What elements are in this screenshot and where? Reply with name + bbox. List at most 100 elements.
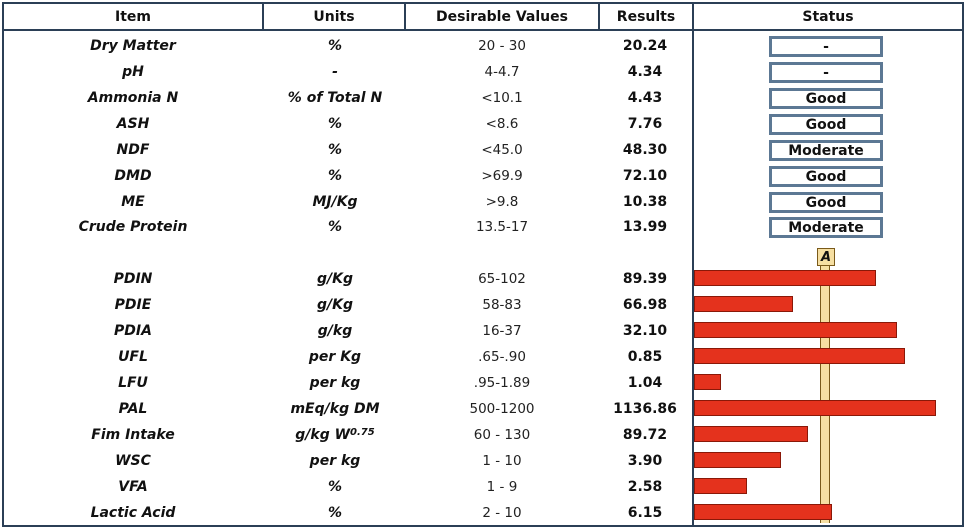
- result-bar: [694, 348, 905, 364]
- item-name: PDIE: [114, 297, 152, 313]
- item-name: DMD: [114, 168, 152, 184]
- desirable-value: .65-.90: [478, 349, 526, 365]
- status-badge: Good: [769, 192, 883, 213]
- item-name: Dry Matter: [90, 38, 176, 54]
- desirable-value: >69.9: [481, 168, 523, 184]
- status-badge: Good: [769, 166, 883, 187]
- units-text: g/kg: [317, 323, 353, 339]
- desirable-value: 60 - 130: [473, 427, 531, 443]
- units-value: %: [264, 500, 406, 526]
- item-name: LFU: [118, 375, 148, 391]
- result-value: 3.90: [627, 453, 663, 469]
- result-value: 6.15: [627, 505, 663, 521]
- result-value: 72.10: [622, 168, 668, 184]
- table-row: Ammonia N % of Total N <10.1 4.43: [0, 85, 692, 111]
- result-bar: [694, 426, 808, 442]
- result-value: 4.43: [627, 90, 663, 106]
- item-name: WSC: [115, 453, 151, 469]
- status-badge: Good: [769, 88, 883, 109]
- result-value: 7.76: [627, 116, 663, 132]
- item-name: ASH: [116, 116, 150, 132]
- desirable-value: 1 - 9: [486, 479, 518, 495]
- result-value: 66.98: [622, 297, 668, 313]
- header-status: Status: [692, 2, 964, 31]
- result-bar: [694, 452, 781, 468]
- item-name: Lactic Acid: [90, 505, 176, 521]
- header-item: Item: [2, 2, 264, 31]
- table-row: Dry Matter% 20 - 30 20.24: [0, 33, 692, 59]
- header-units: Units: [262, 2, 406, 31]
- status-badge: Good: [769, 114, 883, 135]
- desirable-value: <45.0: [481, 142, 523, 158]
- table-row: pH - 4-4.7 4.34: [0, 59, 692, 85]
- units-exponent: 0.75: [350, 426, 375, 438]
- result-value: 10.38: [622, 194, 668, 210]
- table-row: Fim Intake g/kg W 0.75 60 - 130 89.72: [0, 422, 692, 448]
- units-text: per Kg: [308, 349, 362, 365]
- result-bar: [694, 270, 876, 286]
- result-value: 13.99: [622, 219, 668, 235]
- units-text: per kg: [309, 453, 361, 469]
- units-value: %: [264, 474, 406, 500]
- units-value: per kg: [264, 448, 406, 474]
- table-row: VFA% 1 - 9 2.58: [0, 474, 692, 500]
- units-value: -: [332, 64, 338, 80]
- result-value: 48.30: [622, 142, 668, 158]
- desirable-value: >9.8: [485, 194, 519, 210]
- table-row: ME MJ/Kg >9.8 10.38: [0, 189, 692, 215]
- table-row: PDIN g/Kg 65-102 89.39: [0, 266, 692, 292]
- desirable-value: 500-1200: [469, 401, 535, 417]
- desirable-value: <8.6: [485, 116, 519, 132]
- result-value: 1.04: [627, 375, 663, 391]
- desirable-value: 1 - 10: [482, 453, 522, 469]
- status-badge: -: [769, 36, 883, 57]
- units-value: %: [327, 142, 343, 158]
- units-text: %: [327, 479, 343, 495]
- units-value: %: [327, 116, 343, 132]
- units-value: %: [327, 38, 343, 54]
- table-row: Lactic Acid% 2 - 10 6.15: [0, 500, 692, 526]
- status-badge: Moderate: [769, 217, 883, 238]
- units-text: per kg: [309, 375, 361, 391]
- units-value: g/Kg: [264, 266, 406, 292]
- item-name: Crude Protein: [78, 219, 188, 235]
- desirable-value: 20 - 30: [478, 38, 526, 54]
- units-value: g/Kg: [264, 292, 406, 318]
- desirable-value: 58-83: [482, 297, 522, 313]
- desirable-value: 13.5-17: [475, 219, 529, 235]
- result-value: 89.72: [622, 427, 668, 443]
- result-value: 89.39: [622, 271, 668, 287]
- header-results: Results: [598, 2, 694, 31]
- result-value: 4.34: [627, 64, 663, 80]
- desirable-value: 4-4.7: [484, 64, 520, 80]
- table-body-frame: [2, 31, 694, 527]
- result-value: 1136.86: [613, 401, 677, 417]
- table-row: UFL per Kg .65-.90 0.85: [0, 344, 692, 370]
- result-value: 2.58: [627, 479, 663, 495]
- units-value: mEq/kg DM: [264, 396, 406, 422]
- optimum-guide-label: A: [817, 248, 835, 266]
- units-value: MJ/Kg: [312, 194, 358, 210]
- units-value: g/kg W 0.75: [264, 422, 406, 448]
- table-row: DMD% >69.9 72.10: [0, 163, 692, 189]
- result-bar: [694, 322, 897, 338]
- item-name: pH: [122, 64, 144, 80]
- units-value: g/kg: [264, 318, 406, 344]
- desirable-value: <10.1: [481, 90, 523, 106]
- units-value: per kg: [264, 370, 406, 396]
- item-name: PDIN: [113, 271, 153, 287]
- item-name: PDIA: [114, 323, 152, 339]
- units-text: g/Kg: [316, 271, 353, 287]
- desirable-value: 16-37: [482, 323, 522, 339]
- item-name: ME: [121, 194, 145, 210]
- units-value: per Kg: [264, 344, 406, 370]
- item-name: Ammonia N: [87, 90, 179, 106]
- item-name: UFL: [118, 349, 148, 365]
- table-row: LFU per kg .95-1.89 1.04: [0, 370, 692, 396]
- header-desirable-values: Desirable Values: [404, 2, 600, 31]
- units-value: %: [327, 219, 343, 235]
- units-text: %: [327, 505, 343, 521]
- optimum-guide-line: [820, 266, 830, 523]
- result-value: 0.85: [627, 349, 663, 365]
